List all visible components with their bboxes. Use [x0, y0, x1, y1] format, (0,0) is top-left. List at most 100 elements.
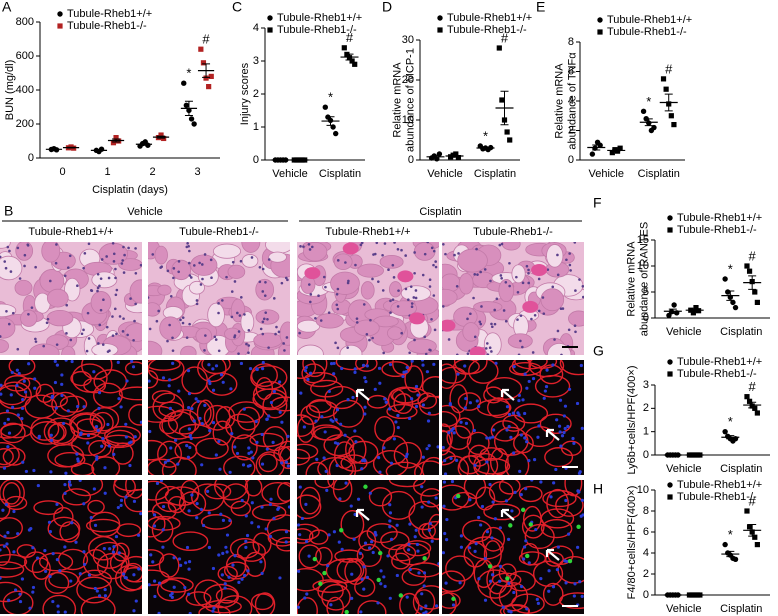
nucleus [34, 265, 37, 269]
tubule [0, 442, 20, 468]
tubule [104, 425, 141, 445]
tubule [154, 245, 168, 265]
nucleus [530, 480, 534, 482]
micrograph [0, 480, 142, 614]
nucleus [414, 528, 418, 532]
nucleus [0, 576, 2, 580]
tubule [442, 484, 470, 511]
nucleus [524, 539, 528, 543]
marker-cell [525, 553, 530, 559]
nucleus [217, 439, 221, 443]
nucleus [101, 343, 105, 346]
tubule [348, 440, 379, 465]
nucleus [235, 451, 240, 456]
tubule [180, 345, 197, 355]
nucleus [133, 319, 136, 323]
error-bar [748, 401, 757, 409]
nucleus [556, 253, 559, 257]
nucleus [420, 360, 425, 362]
nucleus [285, 336, 289, 339]
nucleus [124, 495, 128, 499]
nucleus [70, 360, 74, 364]
nucleus [64, 471, 68, 475]
nucleus [2, 544, 6, 548]
nucleus [371, 336, 374, 340]
nucleus [95, 455, 99, 459]
nucleus [261, 290, 265, 293]
nucleus [354, 263, 357, 267]
nucleus [114, 276, 117, 280]
tubule [354, 577, 376, 597]
nucleus [122, 245, 125, 249]
nucleus [566, 424, 570, 429]
panel-letter: G [593, 343, 604, 359]
tubule [273, 445, 290, 462]
marker-cell [312, 556, 318, 562]
nucleus [148, 327, 152, 331]
nucleus [34, 337, 37, 341]
nucleus [48, 530, 53, 534]
tubule [254, 592, 276, 614]
nucleus [415, 542, 420, 547]
tubule [355, 360, 378, 372]
nucleus [407, 416, 412, 421]
nucleus [194, 397, 198, 401]
data-point [188, 116, 195, 122]
nucleus [303, 596, 307, 600]
error-bar [67, 146, 76, 149]
nucleus [541, 296, 545, 299]
error-bar [431, 155, 440, 159]
nucleus [264, 527, 268, 531]
nucleus [213, 335, 217, 339]
nucleus [161, 545, 165, 549]
nucleus [151, 253, 155, 256]
tubule [236, 541, 266, 562]
tubule [253, 332, 283, 349]
nucleus [298, 331, 301, 335]
nucleus [434, 604, 439, 608]
nucleus [166, 339, 169, 343]
nucleus [251, 456, 255, 460]
nucleus [427, 444, 431, 448]
nucleus [167, 384, 171, 388]
error-bar [726, 550, 735, 558]
nucleus [247, 351, 250, 355]
data-point [507, 137, 513, 143]
nucleus [117, 551, 121, 555]
tubule [198, 605, 231, 614]
data-point [752, 289, 758, 295]
tubule [457, 392, 482, 411]
nucleus [408, 522, 412, 526]
data-point [499, 97, 505, 103]
nucleus [432, 294, 436, 297]
nucleus [373, 530, 377, 535]
data-point [754, 410, 760, 416]
nucleus [237, 580, 241, 584]
tubule [41, 242, 61, 263]
nucleus [315, 457, 319, 461]
nucleus [231, 260, 235, 264]
nucleus [469, 312, 472, 316]
tubule [164, 486, 199, 506]
nucleus [549, 495, 553, 499]
tubule [227, 264, 246, 279]
nucleus [383, 584, 387, 588]
nucleus [187, 427, 191, 431]
nucleus [362, 587, 366, 591]
nucleus [572, 441, 576, 445]
tubule [297, 523, 320, 541]
nucleus [463, 364, 467, 368]
nucleus [201, 263, 204, 266]
nucleus [308, 248, 312, 251]
tubule [42, 594, 77, 614]
nucleus [395, 523, 399, 527]
nucleus [201, 277, 204, 281]
nucleus [579, 363, 583, 368]
nucleus [408, 567, 412, 572]
tubule [332, 480, 353, 503]
significance: # [749, 248, 757, 263]
nucleus [7, 322, 11, 326]
nucleus [359, 243, 363, 247]
tubule [88, 535, 119, 561]
